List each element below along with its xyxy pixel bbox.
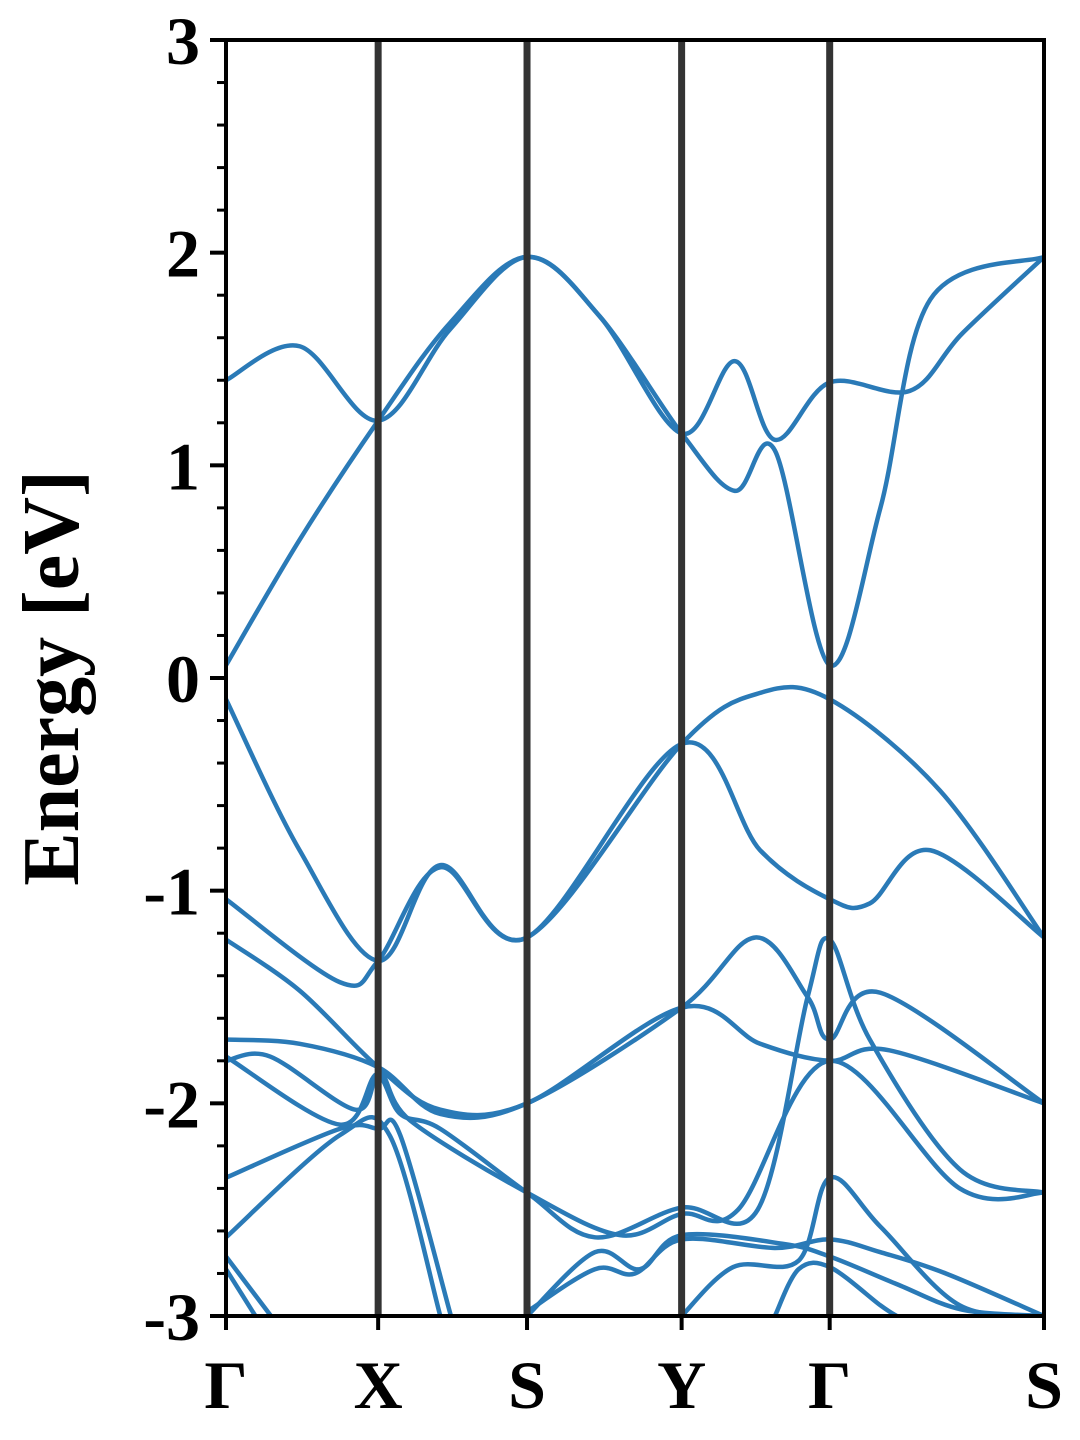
band-3	[226, 684, 1044, 964]
x-tick-label: S	[508, 1347, 546, 1423]
band-lines	[226, 254, 1044, 1316]
y-tick-label: 3	[166, 3, 200, 79]
band-6	[226, 935, 1044, 1121]
band-5	[226, 937, 1044, 1118]
y-tick-label: 1	[166, 428, 200, 504]
y-axis-ticks: 3 2 1 0 -1 -2 -3	[143, 3, 226, 1355]
x-tick-label: S	[1025, 1347, 1063, 1423]
band-2	[226, 254, 1044, 443]
x-tick-label: Γ	[204, 1347, 247, 1423]
band-10	[226, 1115, 443, 1316]
band-7	[226, 935, 1044, 1240]
y-tick-label: -3	[143, 1279, 200, 1355]
x-tick-label: Y	[657, 1347, 706, 1423]
x-tick-label: X	[354, 1347, 403, 1423]
x-tick-label: Γ	[808, 1347, 851, 1423]
band-16	[772, 1260, 898, 1316]
band-11	[226, 1255, 273, 1316]
band-13	[525, 1231, 1044, 1316]
band-8	[226, 1054, 1044, 1238]
y-axis-label: Energy [eV]	[8, 470, 96, 885]
band-4	[226, 740, 1044, 989]
y-tick-label: -1	[143, 854, 200, 930]
y-tick-label: 0	[166, 641, 200, 717]
y-tick-label: 2	[166, 216, 200, 292]
band-14	[525, 1236, 1044, 1316]
high-symmetry-lines	[374, 40, 834, 1316]
band-1	[226, 254, 1044, 668]
y-tick-label: -2	[143, 1066, 200, 1142]
